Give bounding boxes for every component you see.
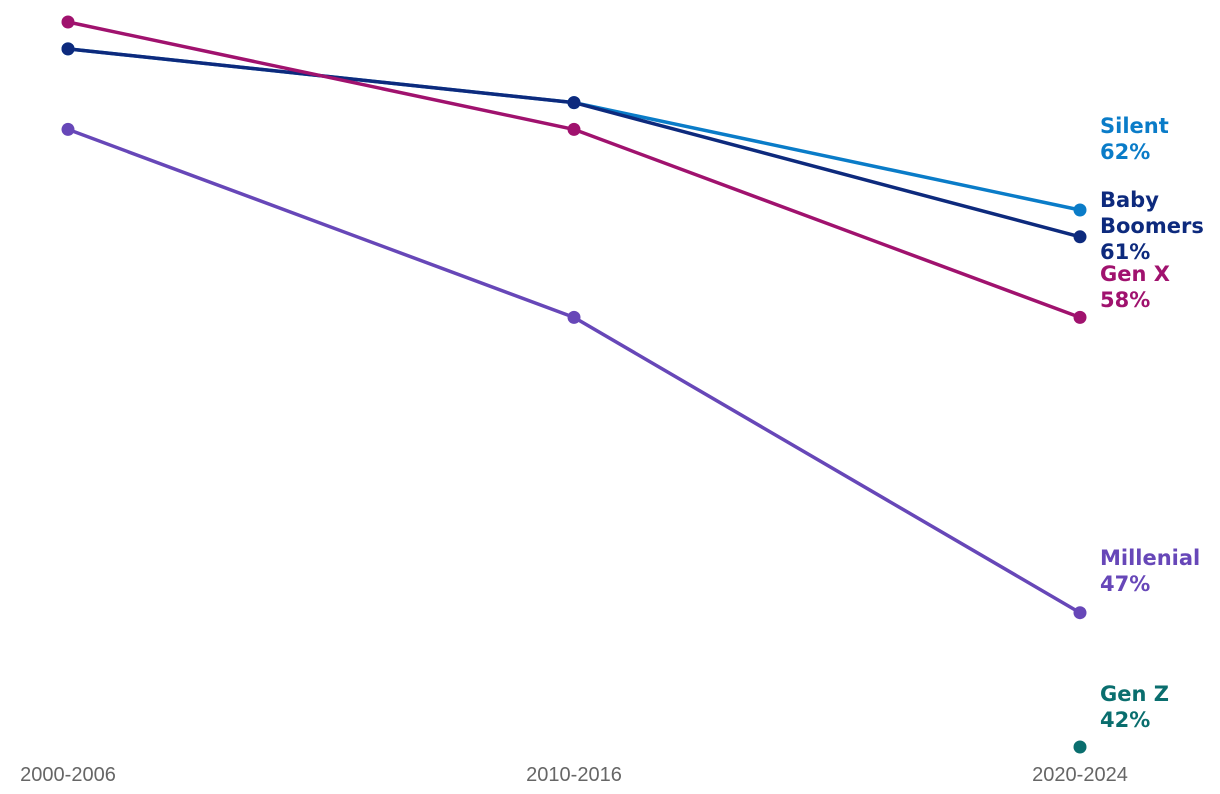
silent-value-label: 62%	[1100, 140, 1150, 164]
gen-z-name-label: Gen Z	[1100, 682, 1169, 706]
millenial-point	[567, 310, 581, 324]
millenial-name-label: Millenial	[1100, 546, 1200, 570]
silent-point	[1073, 203, 1087, 217]
silent-name-label: Silent	[1100, 114, 1169, 138]
x-tick-label: 2010-2016	[526, 764, 622, 786]
gen-x-point	[1073, 310, 1087, 324]
gen-z-point	[1073, 740, 1087, 754]
baby-boomers-point	[567, 96, 581, 110]
baby-boomers-point	[1073, 230, 1087, 244]
x-tick-label: 2000-2006	[20, 764, 116, 786]
millenial-point	[61, 122, 75, 136]
x-axis-ticks: 2000-2006 2010-2016 2020-2024	[20, 764, 1128, 786]
millenial-line	[66, 127, 1082, 615]
baby-boomers-point	[61, 42, 75, 56]
millenial-value-label: 47%	[1100, 572, 1150, 596]
baby-boomers-value-label: 61%	[1100, 240, 1150, 264]
baby-boomers-line	[66, 47, 1082, 239]
baby-boomers-name-label: Boomers	[1100, 214, 1204, 238]
gen-x-point	[61, 15, 75, 29]
gen-z-value-label: 42%	[1100, 708, 1150, 732]
series-points	[61, 15, 1087, 754]
gen-x-value-label: 58%	[1100, 288, 1150, 312]
baby-boomers-name-label: Baby	[1100, 188, 1159, 212]
gen-x-name-label: Gen X	[1100, 262, 1170, 286]
x-tick-label: 2020-2024	[1032, 764, 1128, 786]
gen-x-point	[567, 122, 581, 136]
millenial-point	[1073, 606, 1087, 620]
